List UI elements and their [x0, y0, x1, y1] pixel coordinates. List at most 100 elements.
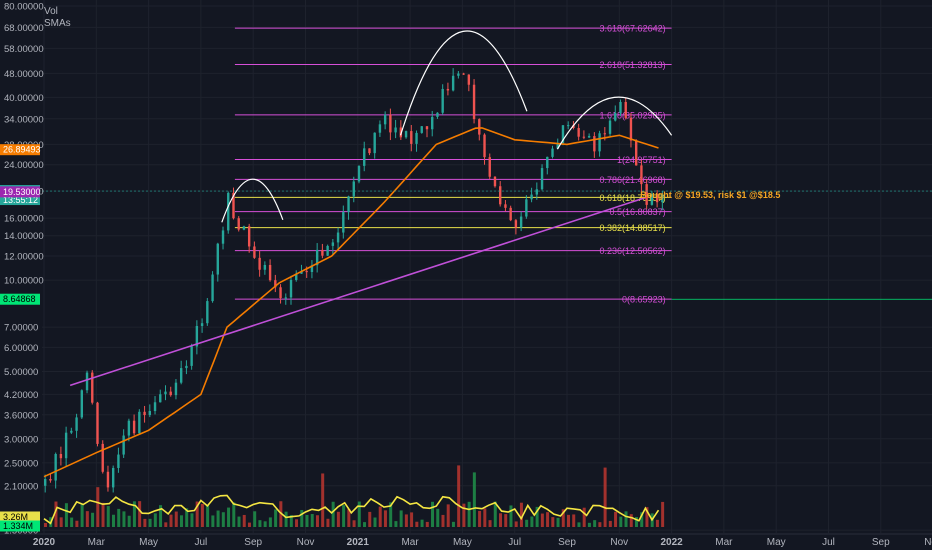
volume-bar [404, 514, 408, 527]
volume-bar [389, 502, 393, 527]
candle-body [159, 394, 162, 403]
volume-bar [190, 513, 194, 527]
y-tick-label: 58.00000 [4, 44, 44, 55]
candle-body [394, 127, 397, 133]
volume-bar [368, 511, 372, 527]
time-axis[interactable]: 2020 Mar May Jul Sep Nov 2021 Mar May Jul Sep Nov 20… [0, 533, 932, 548]
price-axis[interactable]: 80.00000 68.00000 58.00000 48.00000 40.00000… [0, 2, 44, 537]
volume-legend-label[interactable]: Vol [44, 6, 58, 17]
volume-bar [289, 515, 293, 527]
candle-body [122, 435, 125, 455]
volume-bar [614, 511, 618, 527]
candle-body [185, 365, 188, 369]
y-tick-label: 24.00000 [4, 160, 44, 171]
volume-bar [425, 521, 429, 527]
candle-body [598, 133, 601, 152]
candle-body [237, 218, 240, 230]
volume-bar [655, 519, 659, 527]
candle-body [357, 165, 361, 182]
candle-body [64, 432, 68, 459]
pattern-arc-2 [399, 30, 528, 136]
volume-bar [143, 518, 147, 527]
x-tick-label: Nov [610, 537, 628, 548]
volume-bar [436, 508, 440, 527]
volume-bar [185, 508, 189, 527]
candle-body [132, 420, 136, 434]
sma-legend-label[interactable]: SMAs [44, 18, 71, 29]
fib-level-label: 2.618(51.32813) [600, 60, 666, 70]
volume-bar [138, 501, 142, 527]
volume-bar [378, 506, 382, 527]
candle-body [420, 126, 423, 133]
candle-body [342, 212, 345, 233]
volume-bar [535, 506, 539, 527]
candle-body [227, 192, 230, 231]
candle-body [363, 148, 366, 166]
price-badge [0, 511, 40, 523]
y-tick-label: 80.00000 [4, 2, 44, 13]
y-tick-label: 48.00000 [4, 69, 44, 80]
volume-bar [478, 510, 482, 527]
volume-bar [64, 503, 68, 527]
y-tick-label: 7.00000 [4, 323, 38, 334]
volume-bar [509, 505, 513, 527]
volume-bar [488, 520, 492, 527]
candle-body [336, 232, 340, 243]
volume-bar [567, 514, 570, 527]
volume-bar [363, 522, 367, 527]
volume-bar [295, 519, 299, 527]
candle-body [211, 274, 214, 302]
candle-body [117, 454, 120, 468]
candle-body [441, 88, 444, 113]
candle-body [493, 176, 497, 187]
candle-body [655, 193, 659, 203]
y-tick-label: 34.00000 [4, 114, 44, 125]
volume-bar [227, 507, 231, 527]
y-tick-label: 3.60000 [4, 410, 38, 421]
x-tick-label: Mar [401, 537, 419, 548]
candle-body [431, 116, 434, 130]
trade-annotation: Bought @ $19.53, risk $1 @$18.5 [640, 190, 780, 200]
candle-body [546, 156, 549, 169]
y-tick-label: 3.00000 [4, 434, 38, 445]
volume-bar [561, 509, 565, 527]
volume-bar [268, 517, 272, 527]
volume-bar [221, 512, 225, 527]
volume-bar [582, 507, 586, 527]
candle-body [368, 148, 371, 154]
candle-body [148, 411, 151, 416]
volume-bar [127, 515, 131, 527]
candle-body [488, 157, 491, 177]
candle-body [425, 126, 429, 130]
candle-body [389, 114, 392, 133]
volume-bar [499, 513, 503, 527]
volume-bar [54, 501, 58, 527]
volume-bar [237, 516, 241, 527]
candle-body [614, 113, 617, 121]
candle-body [509, 207, 512, 221]
volume-bar [556, 517, 560, 527]
price-badge [0, 520, 40, 532]
x-tick-label: Mar [88, 537, 106, 548]
fib-level-label: 0.786(21.46968) [600, 175, 666, 185]
y-tick-label: 4.20000 [4, 390, 38, 401]
fib-level-label: 3.618(67.62642) [600, 24, 666, 34]
candle-body [85, 372, 89, 391]
candle-body [457, 73, 460, 76]
volume-bar [483, 508, 487, 527]
volume-bars [43, 465, 665, 527]
candle-body [232, 192, 235, 219]
volume-bar [305, 514, 309, 527]
x-tick-label: 2020 [33, 537, 56, 548]
candle-body [587, 136, 591, 138]
x-tick-label: Jul [822, 537, 835, 548]
candle-body [258, 257, 261, 270]
volume-bar [357, 501, 361, 527]
volume-bar [394, 521, 398, 527]
y-tick-label: 40.00000 [4, 93, 44, 104]
candle-body [190, 346, 193, 366]
candle-body [634, 140, 638, 166]
candle-body [179, 368, 183, 383]
candle-body [446, 88, 450, 91]
